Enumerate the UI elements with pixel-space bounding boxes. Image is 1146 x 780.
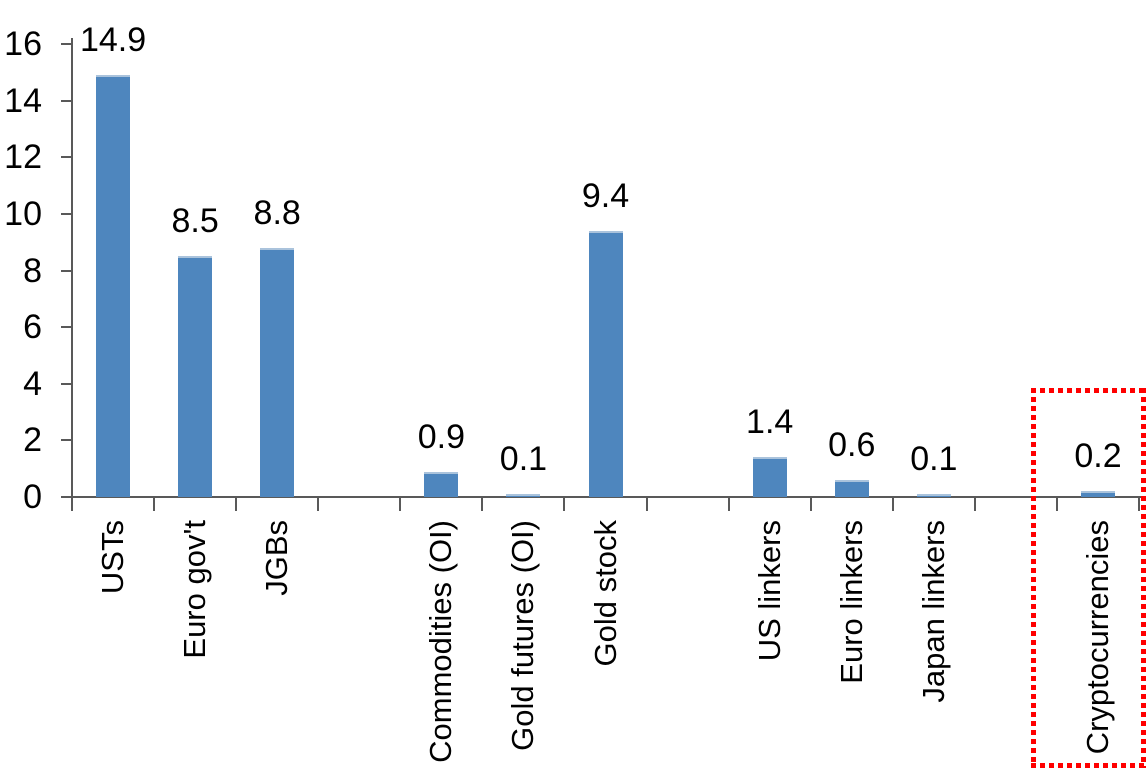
bar-value-label: 0.9 <box>417 418 465 456</box>
x-tick <box>153 497 156 511</box>
bar <box>834 480 869 497</box>
category-label: JGBs <box>259 520 295 596</box>
y-tick <box>61 212 71 215</box>
y-tick <box>61 99 71 102</box>
x-tick <box>809 497 812 511</box>
y-tick-label: 4 <box>23 364 42 403</box>
bar <box>588 231 623 497</box>
bar-value-label: 8.5 <box>171 202 219 240</box>
y-tick-label: 0 <box>23 478 42 516</box>
x-tick <box>71 497 73 511</box>
x-tick <box>235 497 238 511</box>
category-label: Gold futures (OI) <box>505 520 541 751</box>
bar <box>178 256 213 497</box>
y-tick <box>61 496 71 498</box>
category-label: Euro gov't <box>177 520 213 659</box>
bar <box>260 248 295 497</box>
highlight-red-dotted-box <box>1030 388 1146 768</box>
y-axis-line <box>71 38 73 510</box>
bar-value-label: 0.6 <box>828 426 876 464</box>
category-label: Euro linkers <box>833 520 869 684</box>
x-tick <box>973 497 976 511</box>
y-tick-label: 12 <box>4 138 42 177</box>
y-tick-label: 14 <box>4 81 42 120</box>
bar <box>506 494 541 497</box>
x-tick <box>317 497 320 511</box>
bar-value-label: 14.9 <box>79 21 147 59</box>
y-tick <box>61 326 71 329</box>
y-tick-label: 16 <box>4 25 42 64</box>
bar <box>424 472 459 497</box>
category-label: Gold stock <box>587 520 623 667</box>
x-tick <box>481 497 484 511</box>
x-tick <box>727 497 730 511</box>
bar-value-label: 9.4 <box>581 177 630 215</box>
bar-value-label: 0.1 <box>499 440 548 478</box>
x-tick <box>645 497 648 511</box>
x-tick <box>563 497 566 511</box>
category-label: Commodities (OI) <box>423 520 459 763</box>
y-tick <box>61 156 71 159</box>
category-label: USTs <box>95 520 131 595</box>
y-tick <box>61 382 71 385</box>
bar-value-label: 1.4 <box>746 403 794 441</box>
x-tick <box>399 497 402 511</box>
category-label: US linkers <box>751 520 787 662</box>
bar-value-label: 8.8 <box>253 194 301 232</box>
y-tick-label: 8 <box>23 251 42 290</box>
bar <box>96 75 131 497</box>
y-tick <box>61 43 71 46</box>
y-tick-label: 2 <box>23 421 42 460</box>
bar <box>752 457 787 497</box>
category-label: Japan linkers <box>915 520 951 703</box>
bar-value-label: 0.1 <box>910 440 958 478</box>
y-tick-label: 10 <box>4 194 42 233</box>
x-tick <box>891 497 894 511</box>
y-tick <box>61 439 71 442</box>
x-axis-line <box>71 496 1145 498</box>
bar <box>916 494 951 497</box>
y-tick <box>61 269 71 272</box>
y-tick-label: 6 <box>23 308 42 347</box>
